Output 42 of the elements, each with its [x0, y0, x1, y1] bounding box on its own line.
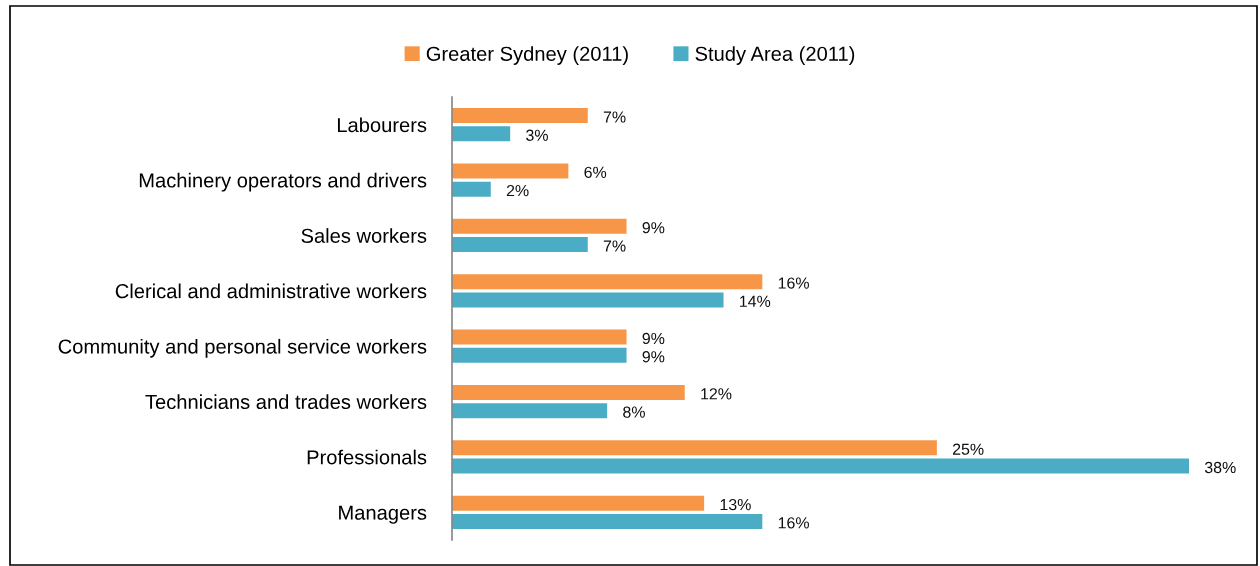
data-label: 16%: [778, 277, 809, 289]
y-tick-label: Clerical and administrative workers: [115, 283, 427, 299]
data-label: 2%: [506, 184, 529, 197]
data-label: 38%: [1204, 461, 1236, 474]
y-tick-label: Sales workers: [301, 228, 427, 243]
bar: [452, 347, 627, 363]
data-label: 9%: [642, 351, 665, 363]
data-label: 3%: [526, 129, 548, 141]
y-tick-label: Community and personal service workers: [58, 338, 427, 358]
legend-label: Greater Sydney (2011): [426, 46, 628, 65]
y-tick-label: Professionals: [307, 449, 427, 465]
bar: [452, 495, 705, 511]
data-label: 25%: [952, 443, 984, 455]
data-label: 9%: [642, 222, 665, 234]
bar: [452, 292, 724, 308]
data-label: 12%: [701, 388, 732, 400]
data-label: 7%: [603, 111, 626, 123]
bar: [452, 126, 511, 142]
bar: [452, 458, 1189, 474]
bar: [452, 513, 763, 529]
legend-label: Study Area (2011): [695, 46, 855, 65]
bar: [452, 440, 937, 456]
data-label: 8%: [623, 406, 645, 418]
bar: [452, 274, 763, 290]
y-tick-label: Labourers: [337, 117, 427, 133]
bar: [452, 403, 608, 419]
bar: [452, 384, 685, 400]
bar: [452, 181, 491, 197]
bar: [452, 329, 627, 345]
data-label: 6%: [584, 166, 607, 178]
y-tick-label: Managers: [339, 505, 427, 524]
data-label: 14%: [740, 295, 771, 307]
y-tick-label: Technicians and trades workers: [145, 394, 427, 410]
data-label: 16%: [778, 517, 809, 529]
bar: [452, 163, 569, 179]
data-label: 13%: [720, 498, 751, 511]
bar: [452, 108, 588, 124]
data-label: 9%: [642, 332, 665, 345]
data-label: 7%: [603, 240, 626, 252]
bar: [452, 237, 588, 253]
y-tick-label: Machinery operators and drivers: [139, 172, 427, 192]
bar: [452, 218, 627, 234]
